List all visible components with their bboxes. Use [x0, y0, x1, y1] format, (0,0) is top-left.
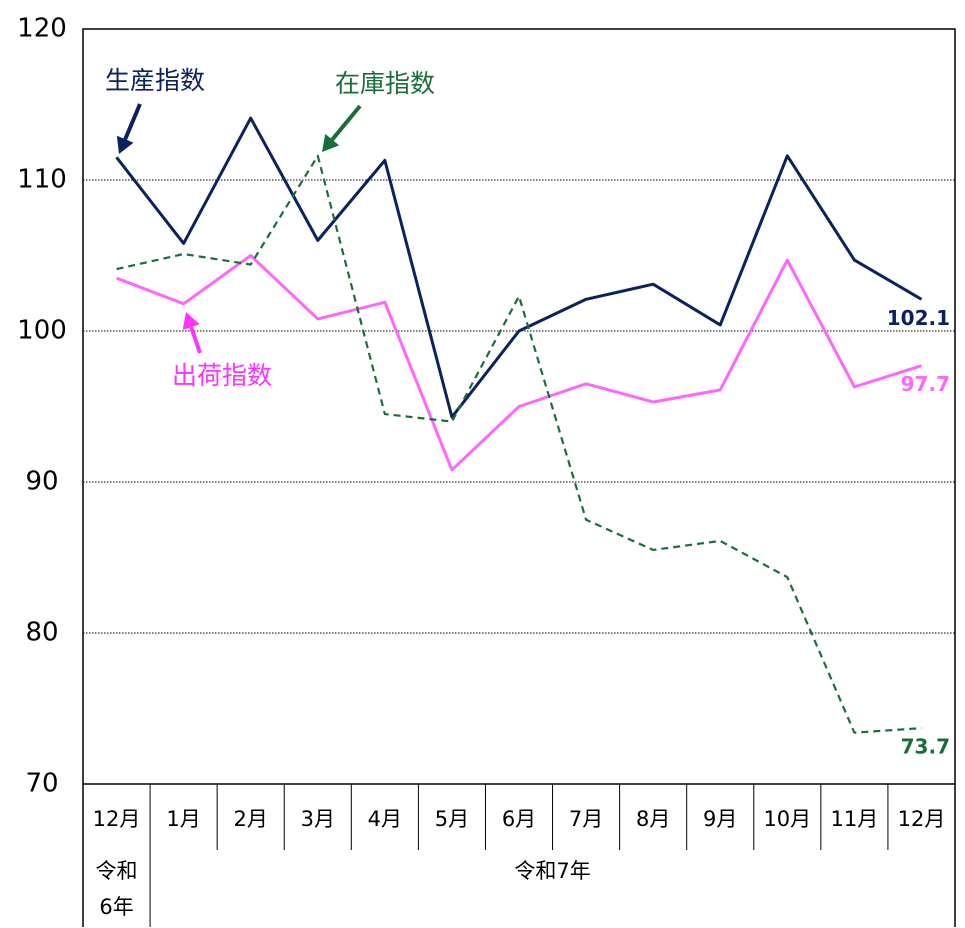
x-tick-label: 12月: [898, 807, 946, 831]
annotation-arrowhead: [182, 312, 200, 331]
annotation-arrowhead: [322, 133, 340, 152]
series-annotation: 出荷指数: [172, 361, 272, 390]
x-tick-label: 8月: [636, 807, 670, 831]
series-line: [115, 116, 923, 419]
y-tick-label: 120: [17, 14, 67, 44]
x-tick-label: 2月: [234, 807, 268, 831]
series-line: [116, 154, 922, 734]
x-group-label-line: 6年: [99, 895, 133, 919]
x-tick-label: 11月: [831, 807, 879, 831]
x-group-label-line: 令和: [96, 859, 138, 883]
annotation-arrow: [330, 104, 362, 141]
value-label: 97.7: [901, 372, 950, 396]
x-tick-label: 4月: [368, 807, 402, 831]
value-label: 102.1: [887, 306, 950, 330]
y-tick-label: 80: [25, 618, 58, 648]
y-tick-label: 110: [17, 165, 67, 195]
annotation-arrowhead: [116, 135, 134, 154]
series-line: [116, 254, 922, 472]
y-tick-label: 90: [25, 467, 58, 497]
series-annotation: 在庫指数: [335, 69, 435, 98]
x-tick-label: 9月: [703, 807, 737, 831]
x-tick-label: 7月: [569, 807, 603, 831]
annotation-arrow: [189, 326, 202, 354]
x-tick-label: 12月: [93, 807, 141, 831]
annotation-arrow: [123, 103, 142, 141]
x-tick-label: 5月: [435, 807, 469, 831]
x-group-label: 令和7年: [514, 859, 590, 883]
y-tick-label: 100: [17, 316, 67, 346]
y-tick-label: 70: [25, 769, 58, 799]
value-label: 73.7: [901, 735, 950, 759]
series-annotation: 生産指数: [105, 66, 205, 95]
x-tick-label: 6月: [502, 807, 536, 831]
x-tick-label: 3月: [301, 807, 335, 831]
plot-frame: [82, 28, 956, 785]
x-group-label: 令和 6年: [96, 859, 138, 919]
x-tick-label: 10月: [763, 807, 811, 831]
x-tick-label: 1月: [166, 807, 200, 831]
